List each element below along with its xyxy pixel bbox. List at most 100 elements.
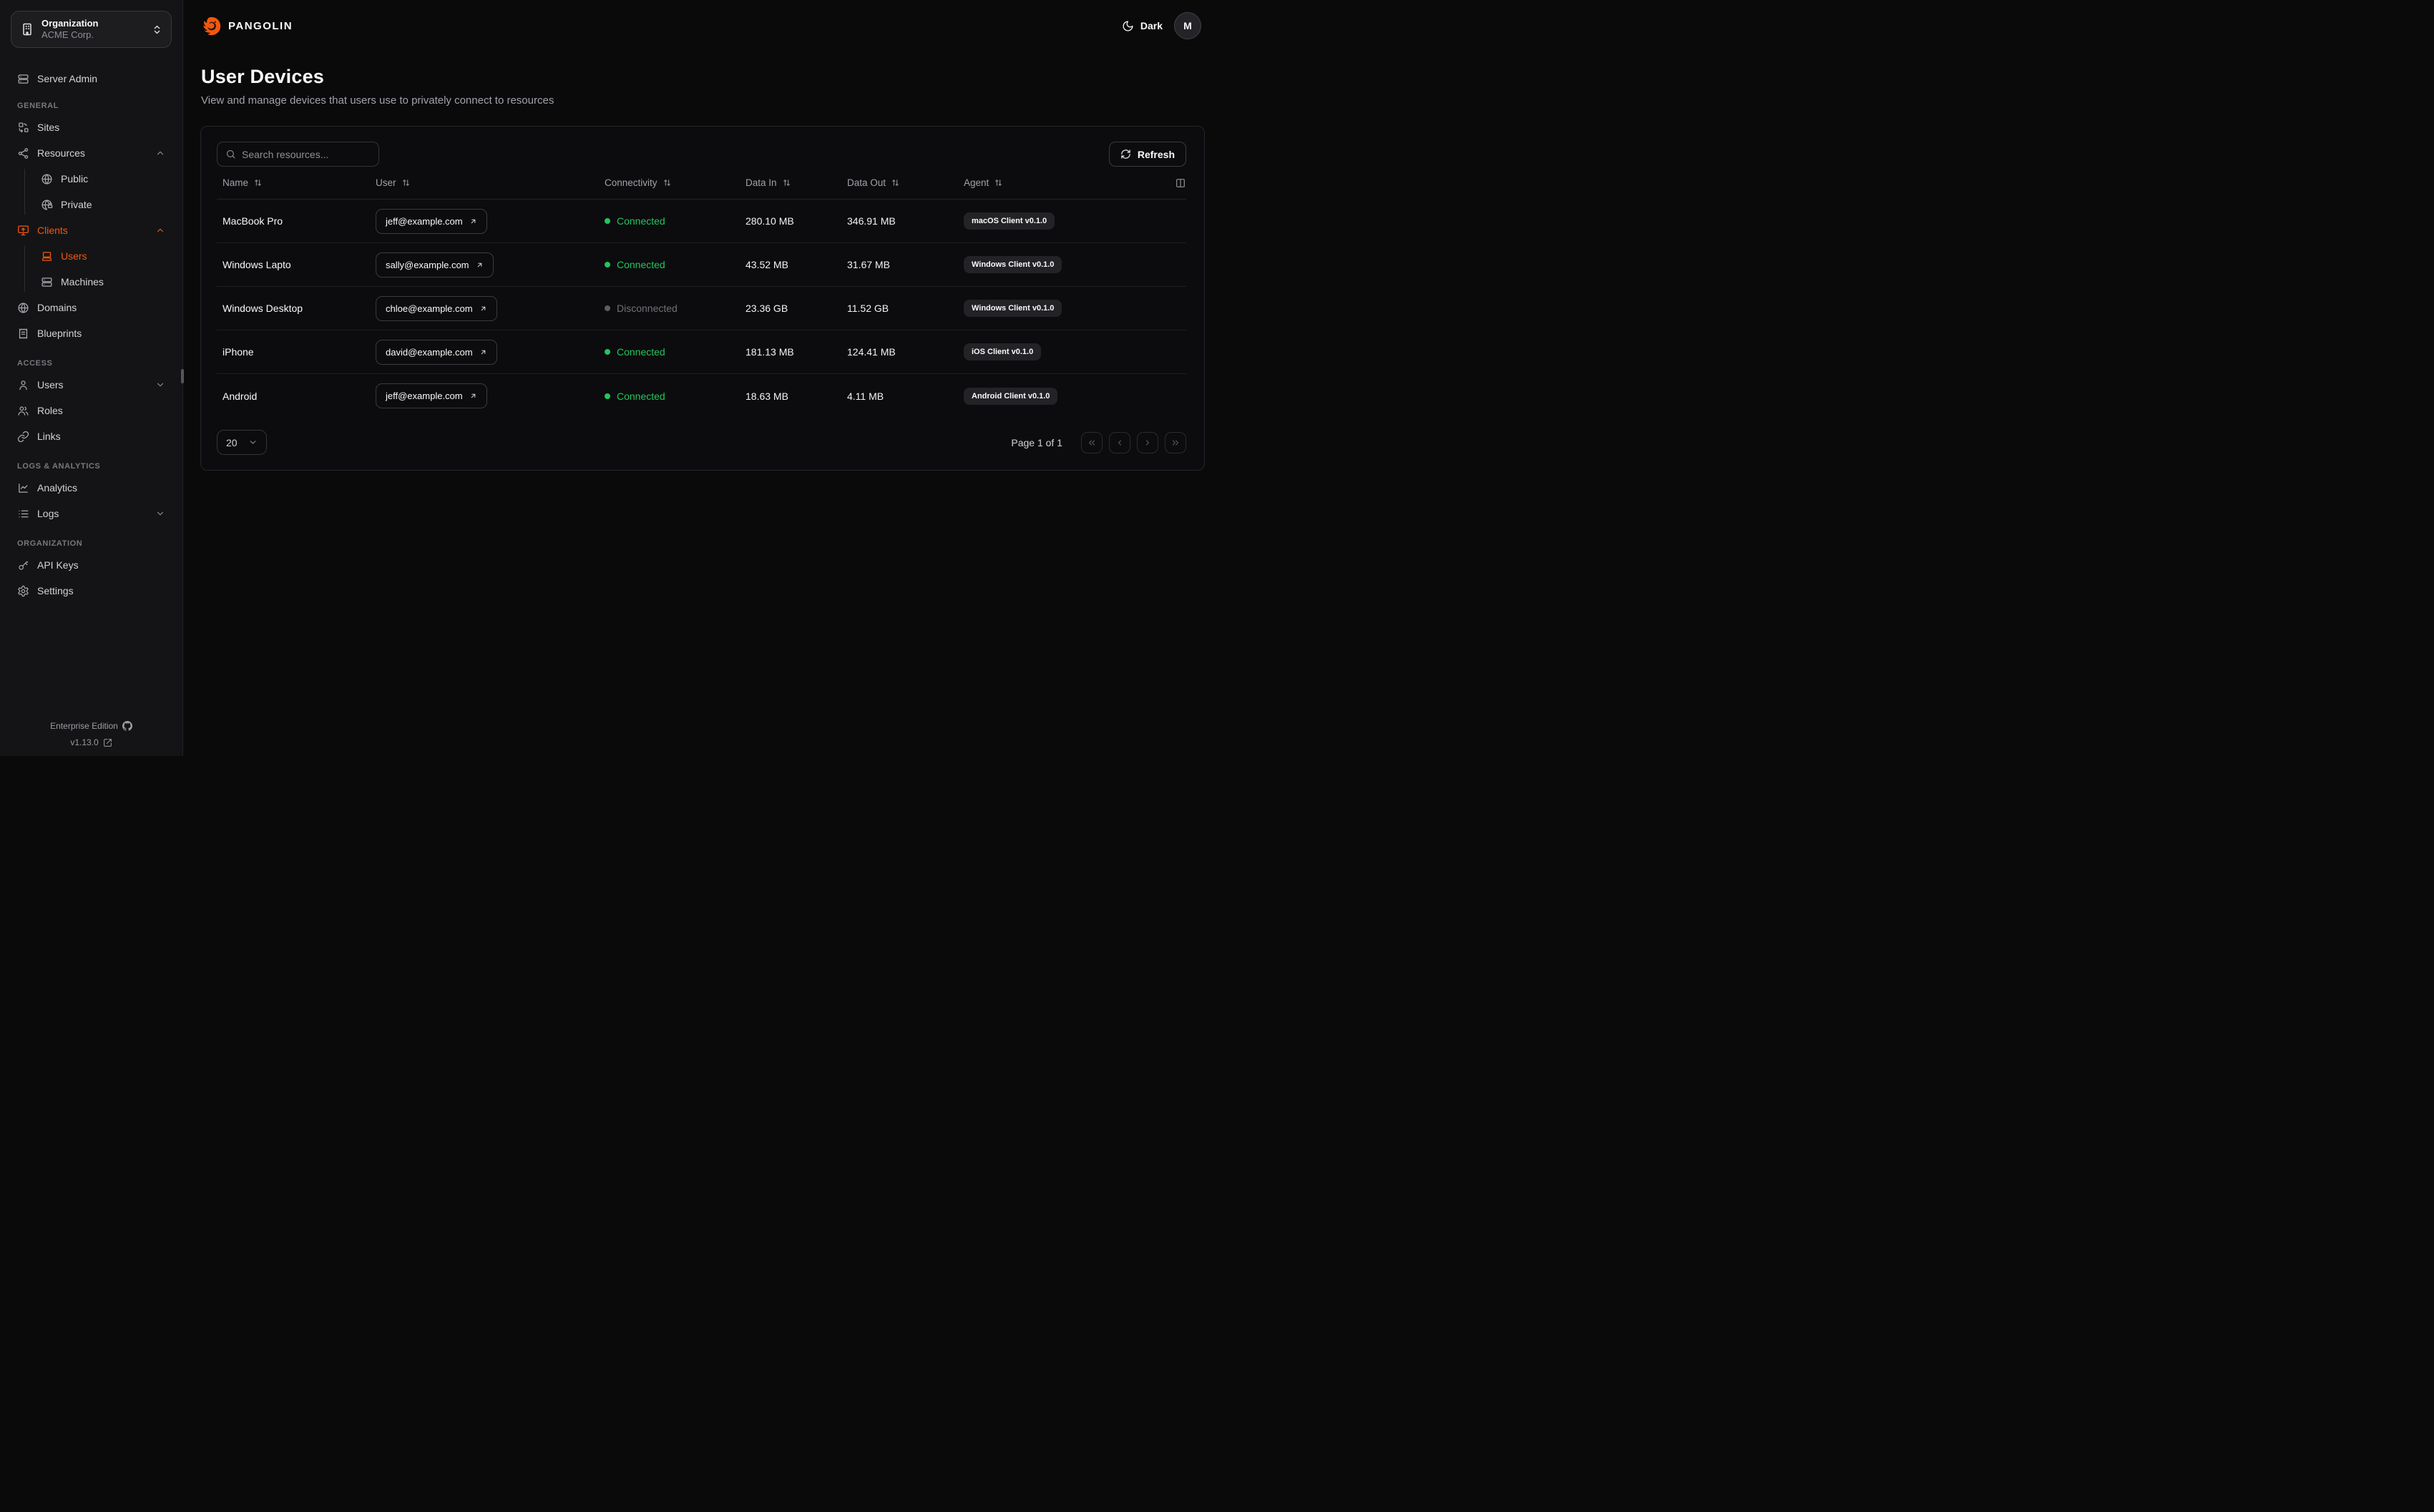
sidebar-item-clients[interactable]: Clients [10,220,172,240]
refresh-label: Refresh [1137,148,1175,160]
sidebar-item-sites[interactable]: Sites [10,117,172,137]
devices-card: Refresh Name User Connectivity Data In [200,126,1205,471]
chevron-up-icon [155,148,165,158]
column-header-user[interactable]: User [376,177,605,188]
avatar[interactable]: M [1174,12,1201,39]
sidebar-item-machines[interactable]: Machines [34,272,172,292]
agent-badge: Windows Client v0.1.0 [964,300,1062,317]
data-in: 43.52 MB [746,259,788,270]
sidebar: Organization ACME Corp. Server Admin GEN… [0,0,184,756]
section-label-organization: ORGANIZATION [17,539,83,548]
user-link-button[interactable]: chloe@example.com [376,295,497,321]
globe-icon [41,173,53,185]
sidebar-item-label: Machines [61,276,104,288]
previous-page-button[interactable] [1109,431,1130,453]
page-title: User Devices [201,66,325,87]
org-switcher[interactable]: Organization ACME Corp. [11,11,172,48]
sort-icon [253,178,263,187]
table-body: MacBook Pro jeff@example.com Connected 2… [217,200,1186,418]
sidebar-item-label: Links [37,431,61,442]
sidebar-item-client-users[interactable]: Users [34,246,172,266]
globe-lock-icon [41,199,53,211]
sidebar-item-domains[interactable]: Domains [10,298,172,318]
github-icon[interactable] [122,721,132,731]
user-link-button[interactable]: david@example.com [376,339,497,365]
table-row: Windows Lapto sally@example.com Connecte… [217,243,1186,287]
connectivity-status: Disconnected [605,303,746,314]
agent-badge: Android Client v0.1.0 [964,387,1058,405]
sidebar-item-settings[interactable]: Settings [10,581,172,601]
user-link-button[interactable]: sally@example.com [376,252,494,278]
column-visibility-button[interactable] [1175,177,1186,189]
device-name: Windows Lapto [223,259,291,270]
main-content: PANGOLIN Dark M User Devices View and ma… [183,0,1217,756]
status-dot [605,218,610,224]
sidebar-item-roles[interactable]: Roles [10,401,172,421]
section-label-logs-analytics: LOGS & ANALYTICS [17,462,101,471]
sidebar-resize-handle[interactable] [181,369,184,383]
sidebar-item-blueprints[interactable]: Blueprints [10,323,172,343]
chevron-down-icon [248,438,258,447]
sites-icon [17,122,29,134]
connectivity-status: Connected [605,259,746,270]
column-header-agent[interactable]: Agent [964,177,1165,188]
sidebar-item-links[interactable]: Links [10,426,172,446]
sidebar-item-resources[interactable]: Resources [10,143,172,163]
chevron-down-icon [155,509,165,519]
arrow-up-right-icon [469,217,477,225]
sidebar-item-users[interactable]: Users [10,375,172,395]
user-link-button[interactable]: jeff@example.com [376,383,487,408]
status-dot [605,262,610,267]
table-row: Windows Desktop chloe@example.com Discon… [217,287,1186,330]
data-out: 11.52 GB [847,303,889,314]
moon-icon [1122,20,1134,32]
table-row: iPhone david@example.com Connected 181.1… [217,330,1186,374]
arrow-up-right-icon [476,261,484,269]
data-in: 18.63 MB [746,390,788,402]
page-size-select[interactable]: 20 [217,430,267,455]
refresh-icon [1120,149,1131,159]
sidebar-item-label: Blueprints [37,328,82,339]
sidebar-item-server-admin[interactable]: Server Admin [10,69,172,89]
laptop-icon [41,250,53,262]
column-header-name[interactable]: Name [223,177,376,188]
column-header-data-out[interactable]: Data Out [847,177,964,188]
pager: Page 1 of 1 [1011,431,1186,453]
connectivity-status: Connected [605,215,746,227]
sidebar-item-label: Users [37,379,64,391]
brand-logo[interactable]: PANGOLIN [201,16,293,36]
chart-line-icon [17,482,29,494]
pangolin-logo-icon [201,16,222,36]
sidebar-item-private[interactable]: Private [34,195,172,215]
column-header-connectivity[interactable]: Connectivity [605,177,746,188]
device-name: Windows Desktop [223,303,303,314]
user-link-button[interactable]: jeff@example.com [376,208,487,234]
receipt-icon [17,328,29,340]
chevron-down-icon [155,380,165,390]
connectivity-status: Connected [605,391,746,402]
column-header-data-in[interactable]: Data In [746,177,847,188]
sidebar-item-public[interactable]: Public [34,169,172,189]
sidebar-item-label: Public [61,173,89,185]
sort-icon [401,178,411,187]
data-out: 346.91 MB [847,215,896,227]
sidebar-item-logs[interactable]: Logs [10,504,172,524]
monitor-up-icon [17,225,29,237]
next-page-button[interactable] [1137,431,1158,453]
sidebar-item-label: Roles [37,405,63,416]
agent-badge: macOS Client v0.1.0 [964,212,1055,230]
search-input[interactable] [242,148,371,160]
link-icon [17,431,29,443]
resources-subnav: Public Private [24,169,172,215]
resources-icon [17,147,29,159]
data-in: 23.36 GB [746,303,788,314]
server-icon [41,276,53,288]
sidebar-item-api-keys[interactable]: API Keys [10,555,172,575]
search-box [217,142,379,167]
version-link[interactable]: v1.13.0 [70,737,112,747]
last-page-button[interactable] [1165,431,1186,453]
theme-toggle-button[interactable]: Dark [1122,20,1163,32]
sidebar-item-analytics[interactable]: Analytics [10,478,172,498]
first-page-button[interactable] [1081,431,1103,453]
refresh-button[interactable]: Refresh [1108,142,1186,167]
